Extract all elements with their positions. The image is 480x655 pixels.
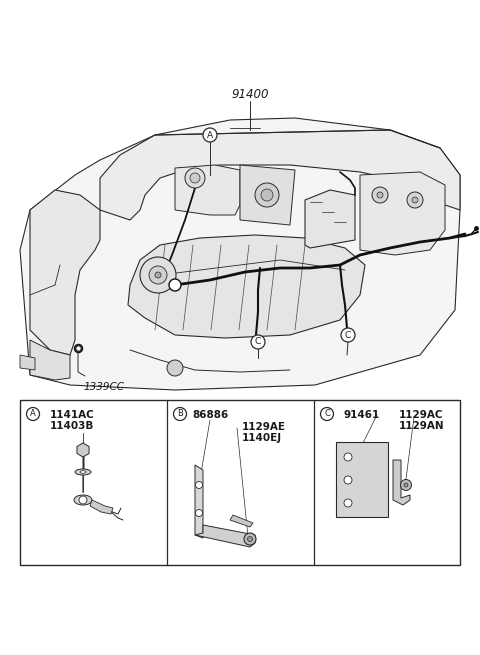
Circle shape [155, 272, 161, 278]
Polygon shape [128, 235, 365, 338]
Polygon shape [20, 355, 35, 370]
Polygon shape [30, 340, 70, 380]
Circle shape [195, 481, 203, 489]
Text: 1129AC: 1129AC [399, 410, 444, 420]
Circle shape [203, 128, 217, 142]
Text: 1140EJ: 1140EJ [242, 433, 282, 443]
Text: B: B [177, 409, 183, 419]
Circle shape [404, 483, 408, 487]
Circle shape [377, 192, 383, 198]
Circle shape [167, 360, 183, 376]
Polygon shape [195, 465, 203, 538]
Text: 91400: 91400 [231, 88, 269, 102]
Polygon shape [100, 130, 460, 220]
Circle shape [321, 407, 334, 421]
Text: A: A [207, 130, 213, 140]
Circle shape [412, 197, 418, 203]
Polygon shape [240, 165, 295, 225]
Ellipse shape [80, 471, 86, 474]
Polygon shape [90, 500, 113, 514]
Polygon shape [230, 515, 253, 527]
Text: 11403B: 11403B [50, 421, 95, 431]
Polygon shape [195, 525, 255, 547]
Text: 1339CC: 1339CC [83, 382, 124, 392]
Polygon shape [305, 190, 355, 248]
Circle shape [79, 496, 87, 504]
Circle shape [344, 476, 352, 484]
Circle shape [251, 335, 265, 349]
Circle shape [344, 499, 352, 507]
Circle shape [173, 407, 187, 421]
Text: A: A [30, 409, 36, 419]
Circle shape [400, 479, 411, 491]
Text: C: C [345, 331, 351, 339]
Polygon shape [360, 172, 445, 255]
Text: 1129AN: 1129AN [399, 421, 444, 431]
Circle shape [195, 510, 203, 517]
Bar [336, 442, 388, 517]
Circle shape [185, 168, 205, 188]
Bar [20, 400, 460, 565]
Circle shape [261, 189, 273, 201]
Text: C: C [255, 337, 261, 346]
Circle shape [341, 328, 355, 342]
Text: 1129AE: 1129AE [242, 422, 286, 432]
Circle shape [255, 183, 279, 207]
Polygon shape [30, 190, 100, 355]
Circle shape [407, 192, 423, 208]
Circle shape [26, 407, 39, 421]
Circle shape [169, 279, 181, 291]
Text: C: C [324, 409, 330, 419]
Circle shape [344, 453, 352, 461]
Circle shape [140, 257, 176, 293]
Circle shape [190, 173, 200, 183]
Circle shape [372, 187, 388, 203]
Circle shape [149, 266, 167, 284]
Polygon shape [175, 165, 240, 215]
Circle shape [248, 536, 252, 542]
Polygon shape [393, 460, 410, 505]
Circle shape [244, 533, 256, 545]
Ellipse shape [74, 495, 92, 505]
Polygon shape [20, 118, 460, 390]
Text: 1141AC: 1141AC [50, 410, 95, 420]
Text: 86886: 86886 [192, 410, 228, 420]
Text: 91461: 91461 [344, 410, 380, 420]
Ellipse shape [75, 469, 91, 475]
